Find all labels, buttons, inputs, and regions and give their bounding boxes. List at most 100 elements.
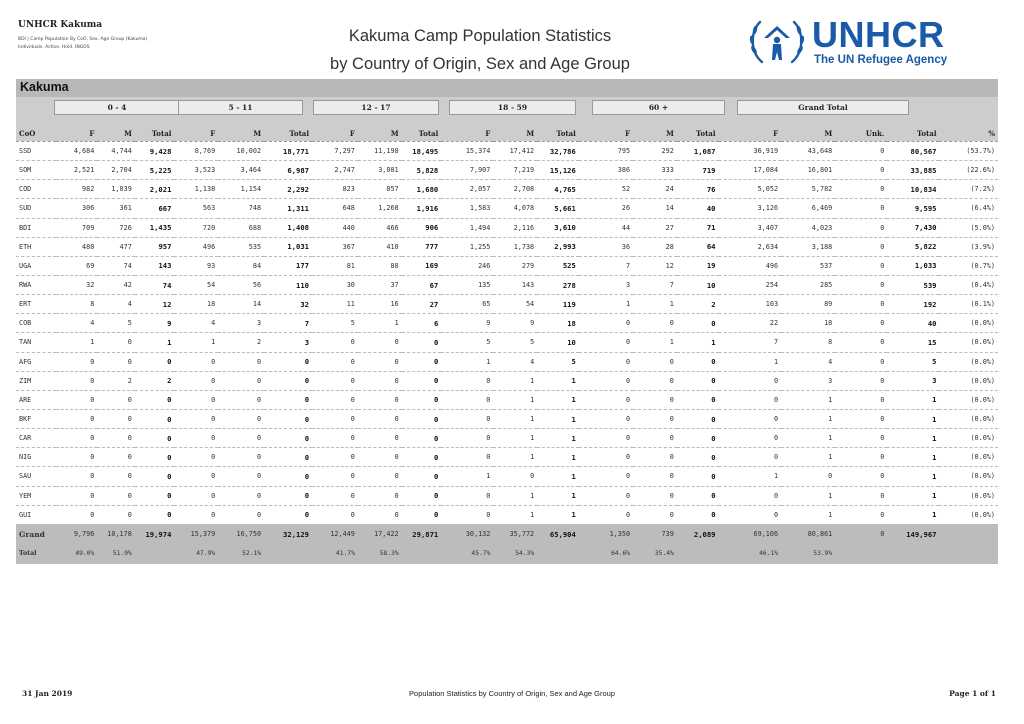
table-cell: 477: [97, 237, 135, 257]
table-cell: 54: [493, 294, 538, 315]
table-cell: 135: [441, 275, 494, 296]
grand-total-percent: 35.4%: [633, 543, 677, 564]
table-cell: 0: [835, 179, 888, 200]
grand-total-cell: [939, 524, 998, 544]
table-cell: 1,138: [174, 179, 219, 200]
grand-total-cell: 0: [835, 524, 888, 544]
table-cell: 69: [55, 256, 98, 276]
table-cell: 466: [357, 218, 402, 238]
table-cell: 0: [578, 313, 634, 334]
table-cell: 1,494: [441, 218, 494, 238]
table-row: SAU 0 0 0 0 0 0 0 0 0 1 0 1 0 0 0 1 0 0 1 (0.0%): [16, 466, 998, 487]
table-cell: 0: [218, 447, 265, 468]
table-cell: 0: [174, 409, 219, 430]
table-cell: 0: [174, 428, 219, 449]
footer-caption: Population Statistics by Country of Orig…: [409, 689, 615, 698]
table-cell: 33,885: [887, 160, 940, 181]
table-cell: 0: [633, 409, 677, 430]
table-cell: 81: [312, 256, 358, 276]
table-cell: 2,747: [312, 160, 358, 181]
column-header: CoO: [16, 125, 56, 142]
table-cell: 0: [578, 428, 634, 449]
table-cell: 0: [633, 428, 677, 449]
table-cell: 143: [493, 275, 538, 296]
table-cell: 1: [887, 466, 940, 487]
table-cell: 0: [578, 409, 634, 430]
table-row: NIG 0 0 0 0 0 0 0 0 0 0 1 1 0 0 0 0 1 0 1 (0.0%): [16, 447, 998, 468]
table-cell: 1: [174, 332, 219, 353]
table-row: COD 982 1,039 2,021 1,138 1,154 2,292 823 857 1,6…: [16, 179, 998, 200]
table-cell: 539: [887, 275, 940, 296]
table-cell: 64: [676, 237, 719, 257]
table-cell: 0: [134, 352, 175, 372]
table-cell: 0: [312, 332, 358, 353]
table-cell: 0: [578, 486, 634, 506]
table-cell: 3,081: [357, 160, 402, 181]
table-cell: 0: [55, 447, 98, 468]
table-cell: 688: [218, 218, 265, 238]
table-cell: 1,311: [264, 198, 313, 219]
table-cell: 0: [578, 505, 634, 525]
grand-total-label: Grand: [16, 524, 56, 544]
table-cell: 2,704: [97, 160, 135, 181]
table-cell: 0: [312, 486, 358, 506]
table-row: YEM 0 0 0 0 0 0 0 0 0 0 1 1 0 0 0 0 1 0 1 (0.0%): [16, 486, 998, 506]
table-cell: 0: [633, 352, 677, 372]
table-cell: 7,430: [887, 218, 940, 238]
table-cell: 1: [887, 428, 940, 449]
table-cell: 1: [493, 447, 538, 468]
logo-name: UNHCR: [812, 14, 945, 55]
table-cell: 1: [537, 486, 579, 506]
table-cell: 0: [835, 371, 888, 391]
column-header: M: [218, 125, 265, 142]
table-cell: 0: [633, 466, 677, 487]
table-cell: 0: [441, 409, 494, 430]
table-cell: 0: [134, 390, 175, 410]
table-cell: 0: [134, 505, 175, 525]
table-cell: 535: [218, 237, 265, 257]
table-cell: (22.6%): [939, 160, 998, 181]
table-cell: 0: [97, 466, 135, 487]
table-cell: 0: [835, 237, 888, 257]
table-cell: 0: [718, 390, 782, 410]
table-cell: 0: [97, 409, 135, 430]
table-cell: (0.0%): [939, 371, 998, 391]
logo-tagline: The UN Refugee Agency: [814, 54, 948, 66]
column-header: F: [441, 125, 494, 142]
table-cell: 1,255: [441, 237, 494, 257]
grand-total-cell: 80,861: [781, 524, 836, 544]
table-cell: 0: [97, 390, 135, 410]
table-cell: 0: [835, 409, 888, 430]
country-code: AFG: [16, 352, 56, 372]
table-cell: 1: [781, 409, 836, 430]
table-cell: 4: [493, 352, 538, 372]
table-cell: 18,771: [264, 141, 313, 162]
grand-total-percent: [835, 543, 888, 564]
table-cell: 8: [55, 294, 98, 315]
table-cell: 11,198: [357, 141, 402, 162]
table-cell: 0: [264, 390, 313, 410]
table-cell: 3: [264, 332, 313, 353]
age-group-label: 12 - 17: [313, 100, 439, 115]
table-cell: 0: [676, 505, 719, 525]
grand-total-cell: 739: [633, 524, 677, 544]
table-cell: 71: [676, 218, 719, 238]
table-cell: 1: [493, 486, 538, 506]
table-cell: 0: [357, 390, 402, 410]
table-cell: 0: [312, 428, 358, 449]
footer-page: Page 1 of 1: [949, 689, 996, 698]
table-cell: 440: [312, 218, 358, 238]
table-cell: 18: [174, 294, 219, 315]
table-cell: 0: [835, 486, 888, 506]
table-cell: 496: [174, 237, 219, 257]
column-header: M: [97, 125, 135, 142]
table-cell: 2,021: [134, 179, 175, 200]
table-cell: 1: [537, 428, 579, 449]
table-cell: 0: [357, 486, 402, 506]
table-cell: 0: [264, 447, 313, 468]
table-cell: 19: [676, 256, 719, 276]
table-cell: 0: [357, 371, 402, 391]
table-row: SUD 306 361 667 563 748 1,311 648 1,268 1,916 1,58…: [16, 198, 998, 219]
table-cell: 24: [633, 179, 677, 200]
table-cell: 0: [55, 428, 98, 449]
